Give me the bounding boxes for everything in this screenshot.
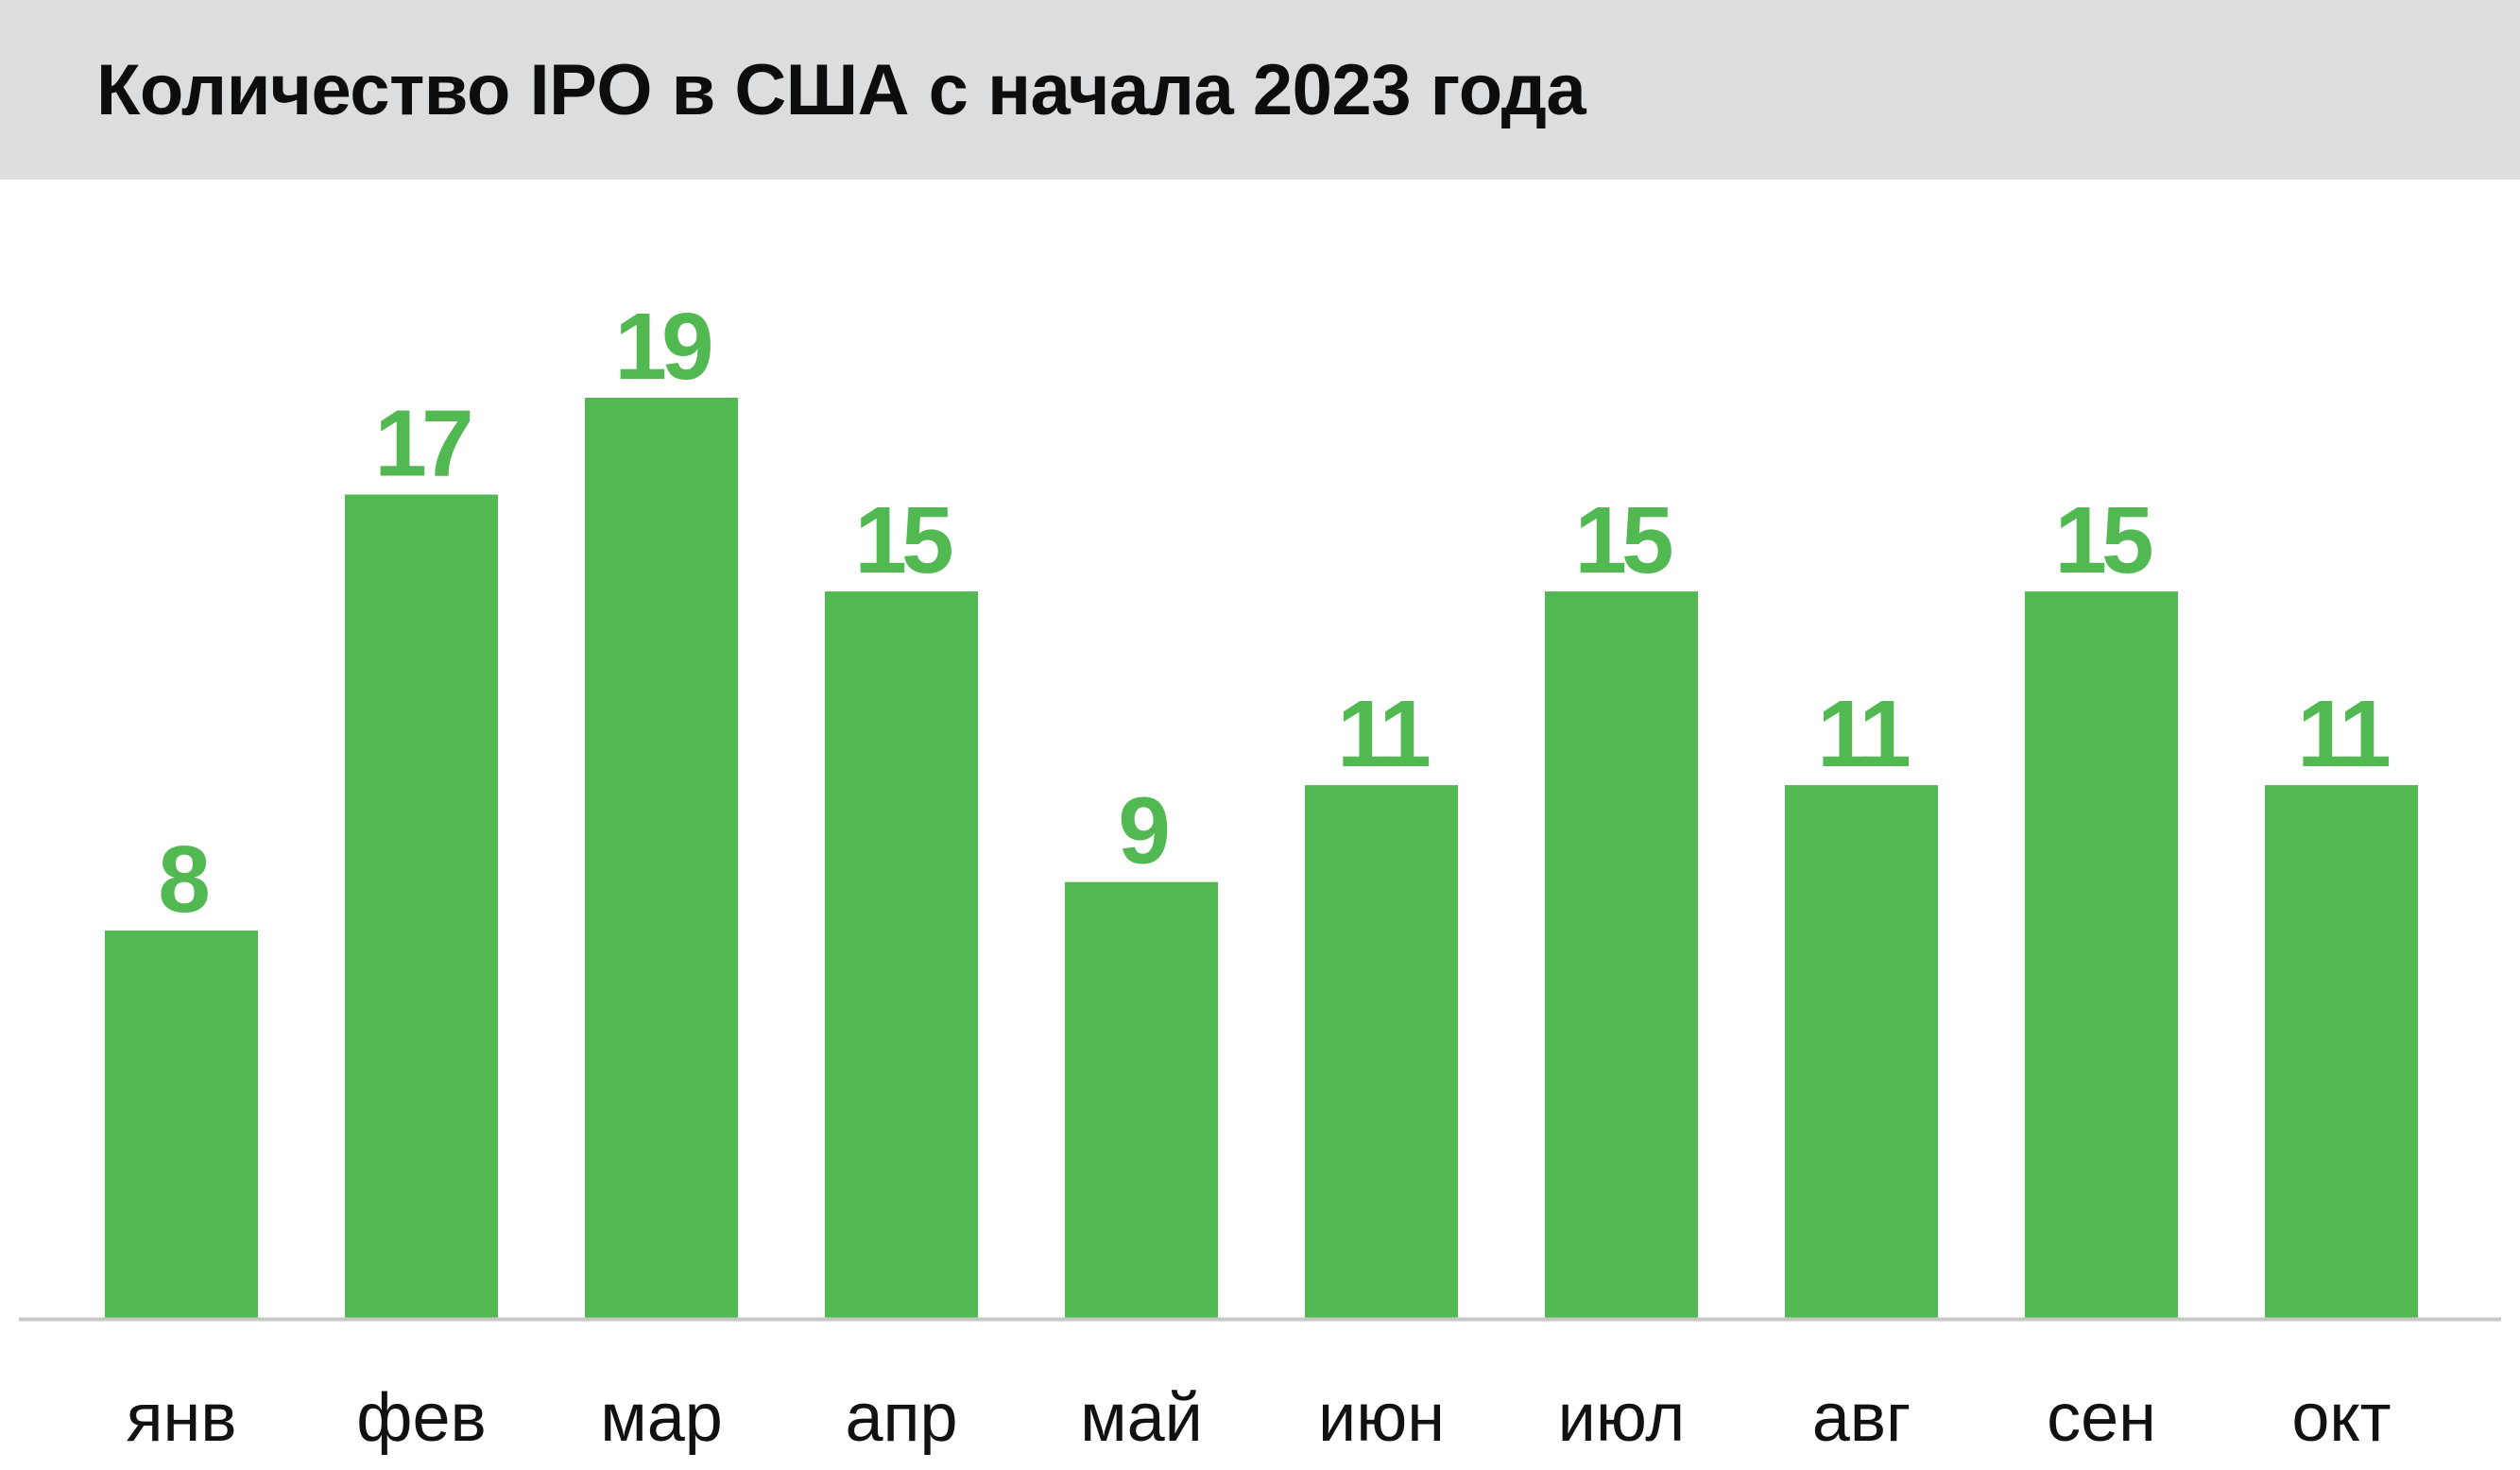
category-label: фев bbox=[356, 1380, 487, 1456]
bar-фев bbox=[345, 494, 498, 1318]
value-label: 11 bbox=[1337, 681, 1429, 787]
value-label: 8 bbox=[158, 827, 208, 932]
value-label: 15 bbox=[2054, 487, 2151, 593]
category-label: июл bbox=[1558, 1380, 1686, 1456]
category-label: авг bbox=[1812, 1380, 1911, 1456]
category-label: окт bbox=[2291, 1380, 2391, 1456]
bar-апр bbox=[825, 591, 978, 1318]
value-label: 9 bbox=[1118, 778, 1167, 884]
value-label: 19 bbox=[614, 294, 711, 400]
bar-июл bbox=[1545, 591, 1698, 1318]
value-label: 15 bbox=[854, 487, 951, 593]
bar-сен bbox=[2025, 591, 2178, 1318]
bar-авг bbox=[1785, 785, 1938, 1318]
bar-янв bbox=[105, 930, 258, 1318]
chart-title: Количество IPO в США с начала 2023 года bbox=[96, 50, 1586, 130]
value-label: 11 bbox=[2297, 681, 2389, 787]
bar-мар bbox=[585, 398, 738, 1318]
bars-layer bbox=[105, 398, 2418, 1318]
value-label: 11 bbox=[1817, 681, 1909, 787]
category-label: апр bbox=[845, 1380, 957, 1456]
value-label: 15 bbox=[1574, 487, 1671, 593]
bar-окт bbox=[2265, 785, 2418, 1318]
category-label: июн bbox=[1318, 1380, 1445, 1456]
value-labels-layer: 8 17 19 15 9 11 15 11 15 11 bbox=[158, 294, 2394, 932]
bar-май bbox=[1065, 881, 1218, 1318]
title-bar: Количество IPO в США с начала 2023 года bbox=[0, 0, 2520, 179]
value-label: 17 bbox=[374, 391, 471, 497]
bar-июн bbox=[1305, 785, 1458, 1318]
category-label: мар bbox=[600, 1380, 723, 1456]
category-labels-layer: янв фев мар апр май июн июл авг сен окт bbox=[127, 1380, 2391, 1456]
category-label: сен bbox=[2047, 1380, 2156, 1456]
category-label: май bbox=[1080, 1380, 1203, 1456]
category-label: янв bbox=[127, 1380, 237, 1456]
